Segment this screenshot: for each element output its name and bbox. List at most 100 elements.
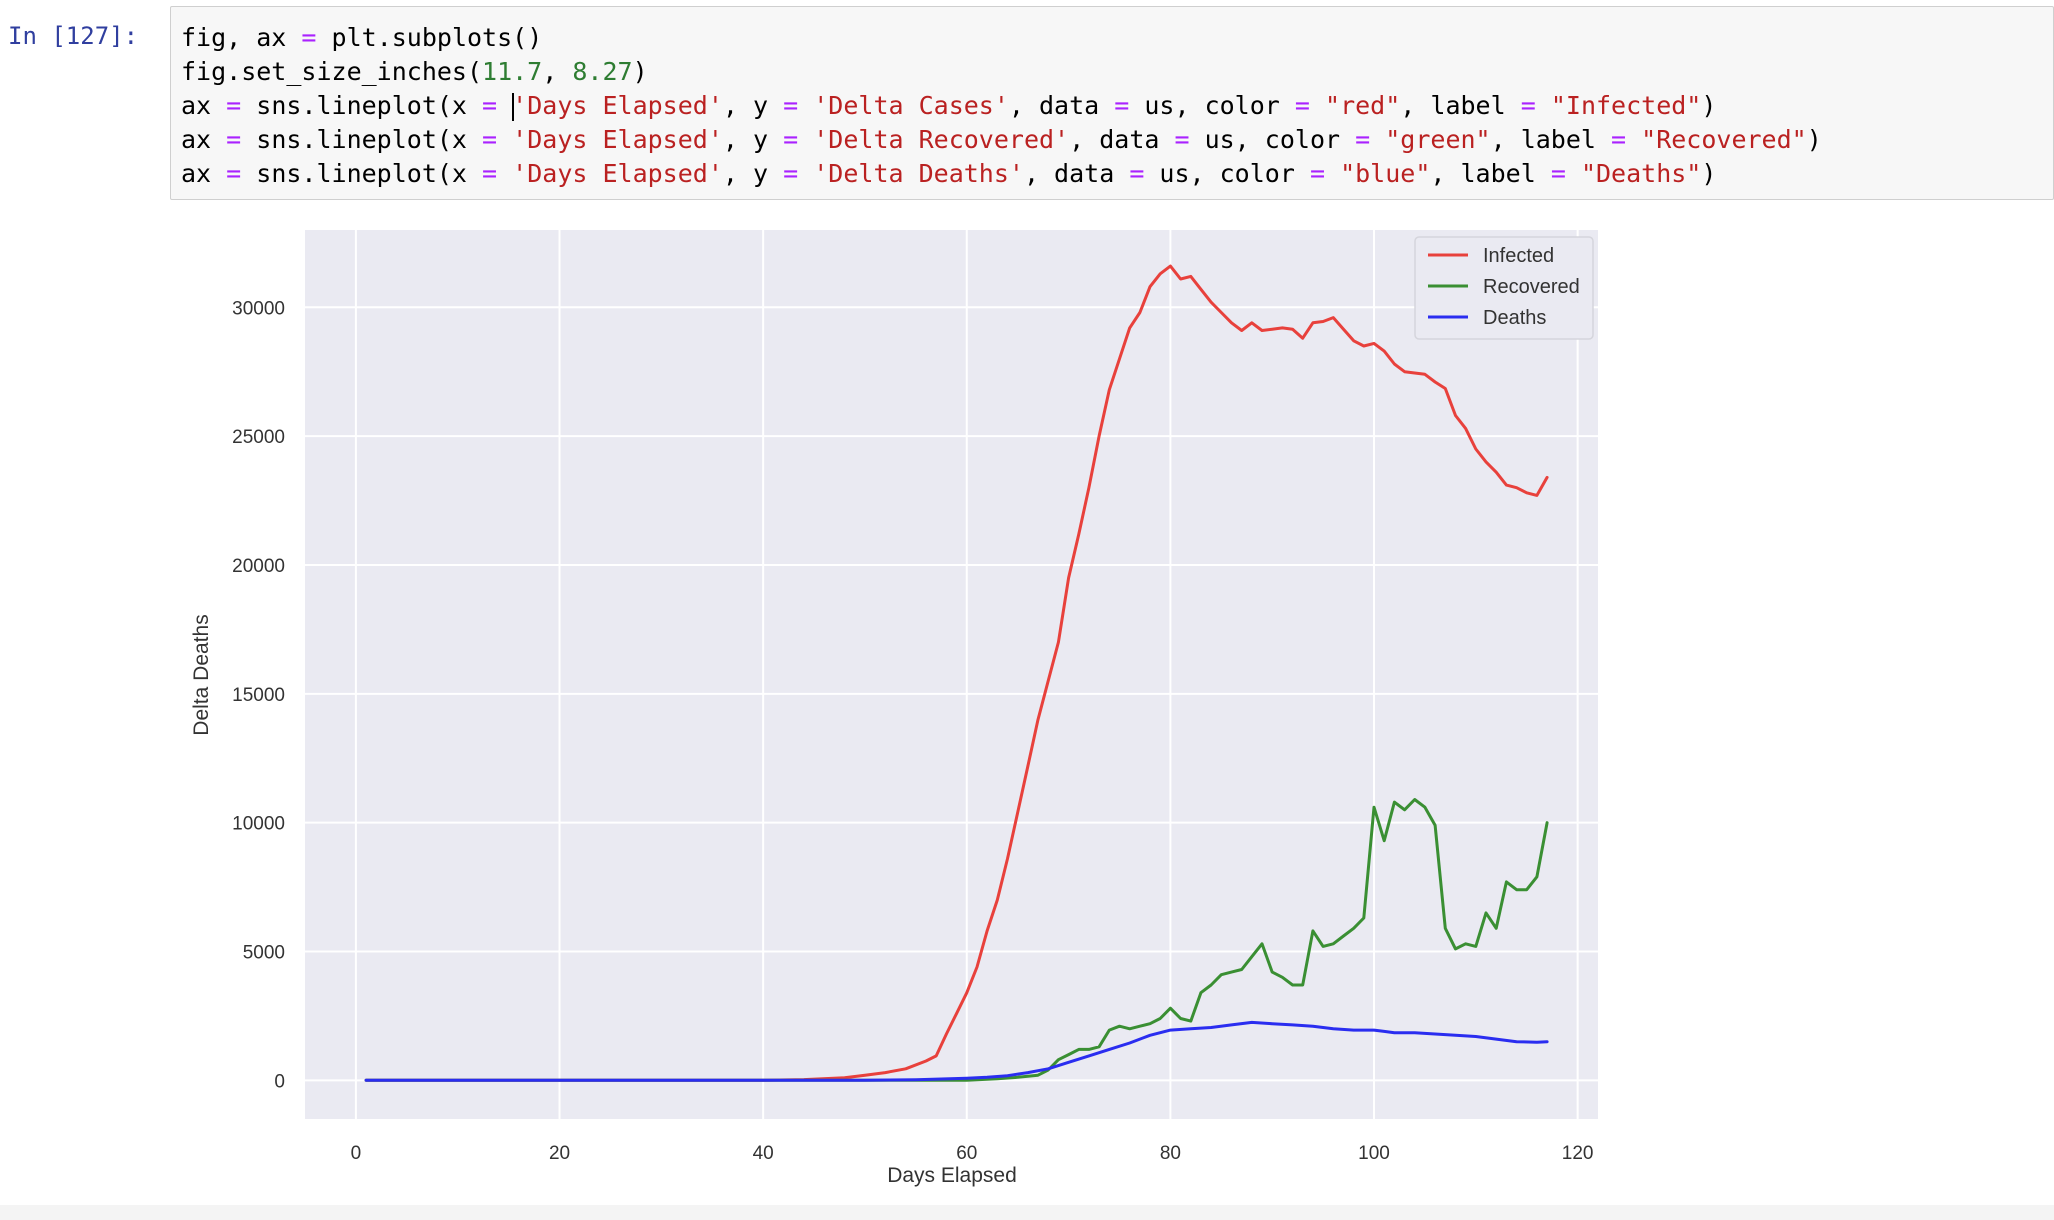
code-token (1325, 159, 1340, 188)
code-token (1626, 125, 1641, 154)
code-token: 'Days Elapsed' (512, 159, 723, 188)
code-token: sns.lineplot(x (241, 125, 483, 154)
code-line: fig.set_size_inches(11.7, 8.27) (181, 55, 2043, 89)
code-token (497, 159, 512, 188)
code-token: 'Delta Deaths' (813, 159, 1024, 188)
code-token: , label (1430, 159, 1551, 188)
x-tick-label: 0 (351, 1143, 362, 1164)
code-token: ) (1701, 159, 1717, 188)
code-line: ax = sns.lineplot(x = 'Days Elapsed', y … (181, 89, 2043, 123)
x-axis-label: Days Elapsed (887, 1164, 1017, 1187)
code-token: fig, ax (181, 23, 302, 52)
code-token: , (542, 57, 573, 86)
code-token: "red" (1325, 91, 1401, 120)
x-tick-label: 100 (1358, 1143, 1390, 1164)
code-token: = (482, 159, 498, 188)
legend-label: Infected (1483, 245, 1554, 267)
code-token: ) (632, 57, 648, 86)
y-tick-label: 15000 (232, 685, 285, 706)
y-axis-label: Delta Deaths (190, 614, 213, 735)
code-token: ax (181, 159, 227, 188)
code-token: , label (1490, 125, 1612, 154)
code-token: ax (181, 91, 227, 120)
series-line-infected (364, 264, 1549, 1082)
code-token (497, 125, 512, 154)
code-token: ax (181, 125, 227, 154)
code-token: = (226, 125, 242, 154)
code-token: "green" (1385, 125, 1491, 154)
legend-box (1414, 236, 1594, 340)
code-token: us, color (1144, 159, 1310, 188)
y-tick-label: 30000 (232, 298, 285, 319)
code-token: = (1114, 91, 1130, 120)
code-token: sns.lineplot(x (241, 91, 483, 120)
code-token: 'Days Elapsed' (512, 91, 723, 120)
code-token: 8.27 (572, 57, 633, 86)
code-cell-input[interactable]: fig, ax = plt.subplots() fig.set_size_inc… (170, 6, 2054, 200)
code-token: 'Delta Cases' (813, 91, 1009, 120)
code-token: "Deaths" (1580, 159, 1702, 188)
code-token (1310, 91, 1325, 120)
code-token: = (1129, 159, 1145, 188)
y-tick-label: 0 (274, 1071, 285, 1092)
text-cursor (512, 93, 515, 121)
code-token: , y (722, 91, 784, 120)
notebook-footer-bar (0, 1205, 2054, 1220)
code-token: = (1611, 125, 1627, 154)
code-token: , label (1400, 91, 1521, 120)
code-token (1536, 91, 1551, 120)
y-tick-label: 20000 (232, 556, 285, 577)
code-token: , data (1069, 125, 1175, 154)
code-token: "Infected" (1550, 91, 1702, 120)
code-token: = (1520, 91, 1536, 120)
code-token: = (226, 91, 242, 120)
code-line: fig, ax = plt.subplots() (181, 21, 2043, 55)
legend-label: Deaths (1483, 307, 1546, 329)
code-token (1370, 125, 1385, 154)
code-token (798, 125, 813, 154)
code-token: plt.subplots() (316, 23, 543, 52)
code-token: ) (1701, 91, 1717, 120)
code-token: , y (722, 125, 784, 154)
code-token: , data (1008, 91, 1115, 120)
code-token (798, 159, 813, 188)
code-token: = (301, 23, 317, 52)
code-token: = (226, 159, 242, 188)
code-token: = (783, 91, 799, 120)
code-token: 'Days Elapsed' (512, 125, 723, 154)
code-token: , data (1023, 159, 1130, 188)
x-tick-labels: 0 20 40 60 80 100 120 (351, 1143, 1594, 1164)
code-line: ax = sns.lineplot(x = 'Days Elapsed', y … (181, 123, 2043, 157)
code-token: = (1309, 159, 1326, 188)
code-token: = (482, 125, 498, 154)
code-token: = (1174, 125, 1190, 154)
cell-prompt: In [127]: (8, 22, 139, 50)
code-token: us, color (1129, 91, 1295, 120)
x-tick-label: 120 (1562, 1143, 1594, 1164)
x-tick-label: 20 (549, 1143, 570, 1164)
code-token: us, color (1189, 125, 1356, 154)
x-tick-label: 60 (956, 1143, 977, 1164)
code-token: = (1550, 159, 1566, 188)
code-token: fig.set_size_inches( (181, 57, 483, 86)
cell-output: 0 20 40 60 80 100 120 0 5000 10000 15000 20000 2500… (170, 215, 1870, 1215)
series-line-recovered (364, 798, 1549, 1082)
line-chart: 0 20 40 60 80 100 120 0 5000 10000 15000 20000 2500… (190, 230, 1598, 1187)
y-tick-label: 5000 (243, 943, 285, 964)
series-line-deaths (364, 1020, 1549, 1082)
code-token (1566, 159, 1581, 188)
y-tick-labels: 0 5000 10000 15000 20000 25000 30000 (232, 298, 285, 1092)
code-token: ) (1806, 125, 1822, 154)
code-token: 'Delta Recovered' (813, 125, 1070, 154)
code-token: = (1355, 125, 1371, 154)
code-token: sns.lineplot(x (241, 159, 483, 188)
code-token (497, 91, 512, 120)
code-token: "blue" (1340, 159, 1431, 188)
grid-lines (305, 230, 1598, 1119)
code-line: ax = sns.lineplot(x = 'Days Elapsed', y … (181, 157, 2043, 191)
y-tick-label: 25000 (232, 427, 285, 448)
legend: Infected Recovered Deaths (1414, 236, 1594, 340)
legend-label: Recovered (1483, 276, 1580, 298)
code-token: "Recovered" (1641, 125, 1807, 154)
code-token: 11.7 (482, 57, 543, 86)
